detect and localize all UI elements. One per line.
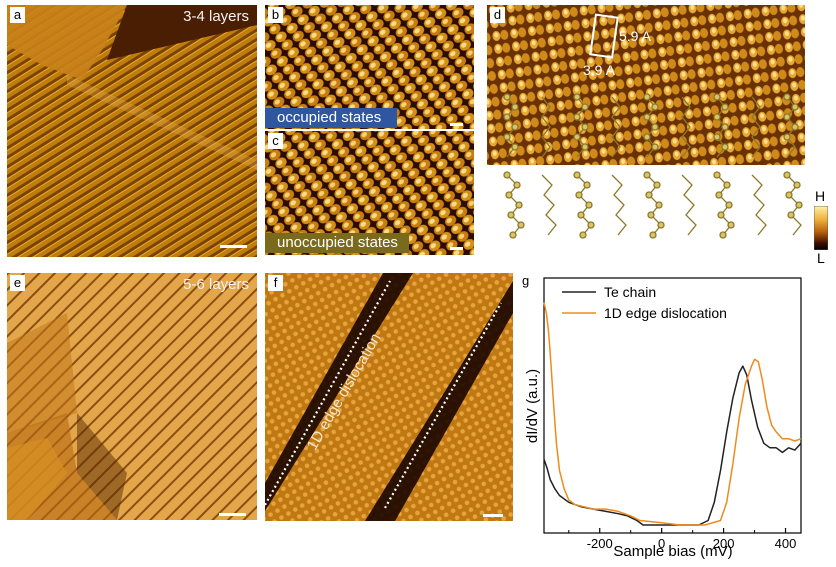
panel-b-stm-image: b occupied states xyxy=(265,5,474,129)
occupied-states-label: occupied states xyxy=(265,108,397,128)
stm-image-f: 1D edge dislocation xyxy=(265,273,513,521)
x-tick-label: 200 xyxy=(713,536,735,551)
x-axis-label: Sample bias (mV) xyxy=(613,543,732,560)
stm-image-d: 5.9 A 3.9 A xyxy=(487,5,805,260)
series-line-te-chain xyxy=(543,365,802,526)
legend-label-edge-dislocation: 1D edge dislocation xyxy=(604,305,727,321)
scale-bar-b xyxy=(450,123,463,126)
x-tick-label: 0 xyxy=(658,536,665,551)
colorbar-high-label: H xyxy=(815,188,826,204)
dimension-label-vertical: 5.9 A xyxy=(619,28,652,44)
dimension-label-horizontal: 3.9 A xyxy=(583,62,616,78)
layer-label-a: 3-4 layers xyxy=(183,8,249,25)
colorbar: H L xyxy=(810,188,834,270)
legend: Te chain 1D edge dislocation xyxy=(562,284,727,321)
panel-e-stm-image: e 5-6 layers xyxy=(7,273,257,520)
scale-bar-c xyxy=(450,247,463,250)
colorbar-gradient xyxy=(814,206,828,250)
panel-letter-g: g xyxy=(522,273,529,288)
panel-d-stm-and-model: 5.9 A 3.9 A d xyxy=(487,5,805,260)
x-tick-label: 400 xyxy=(775,536,797,551)
dotted-line-2 xyxy=(384,302,502,509)
unit-cell-box xyxy=(589,13,619,59)
series-line-edge-dislocation xyxy=(543,302,802,526)
didv-chart: g -200 0 200 400 Te chain 1D edge dislocati… xyxy=(522,273,802,560)
panel-g-chart: g -200 0 200 400 Te chain 1D edge dislocati… xyxy=(518,270,834,567)
panel-f-stm-image: 1D edge dislocation f xyxy=(265,273,513,521)
x-tick-label: -200 xyxy=(587,536,613,551)
panel-letter-c: c xyxy=(268,133,283,149)
stm-image-a xyxy=(7,5,257,257)
scale-bar-e xyxy=(219,513,246,516)
panel-letter-e: e xyxy=(10,275,25,291)
panel-letter-a: a xyxy=(10,7,25,23)
colorbar-low-label: L xyxy=(817,250,825,266)
panel-letter-b: b xyxy=(268,7,283,23)
dislocation-dark-band-1 xyxy=(265,273,413,511)
dislocation-dark-band-2 xyxy=(365,281,513,521)
layer-label-e: 5-6 layers xyxy=(183,276,249,293)
scale-bar-f xyxy=(483,514,503,517)
stm-image-e xyxy=(7,273,257,520)
plot-frame xyxy=(543,277,802,534)
legend-label-te-chain: Te chain xyxy=(604,284,656,300)
panel-a-stm-image: a 3-4 layers xyxy=(7,5,257,257)
scale-bar-a xyxy=(220,245,247,248)
panel-c-stm-image: c unoccupied states xyxy=(265,131,474,255)
panel-letter-d: d xyxy=(490,7,505,23)
unoccupied-states-label: unoccupied states xyxy=(265,233,409,253)
te-chain-model xyxy=(503,93,803,239)
y-axis-label: dI/dV (a.u.) xyxy=(524,369,541,443)
panel-letter-f: f xyxy=(268,275,283,291)
